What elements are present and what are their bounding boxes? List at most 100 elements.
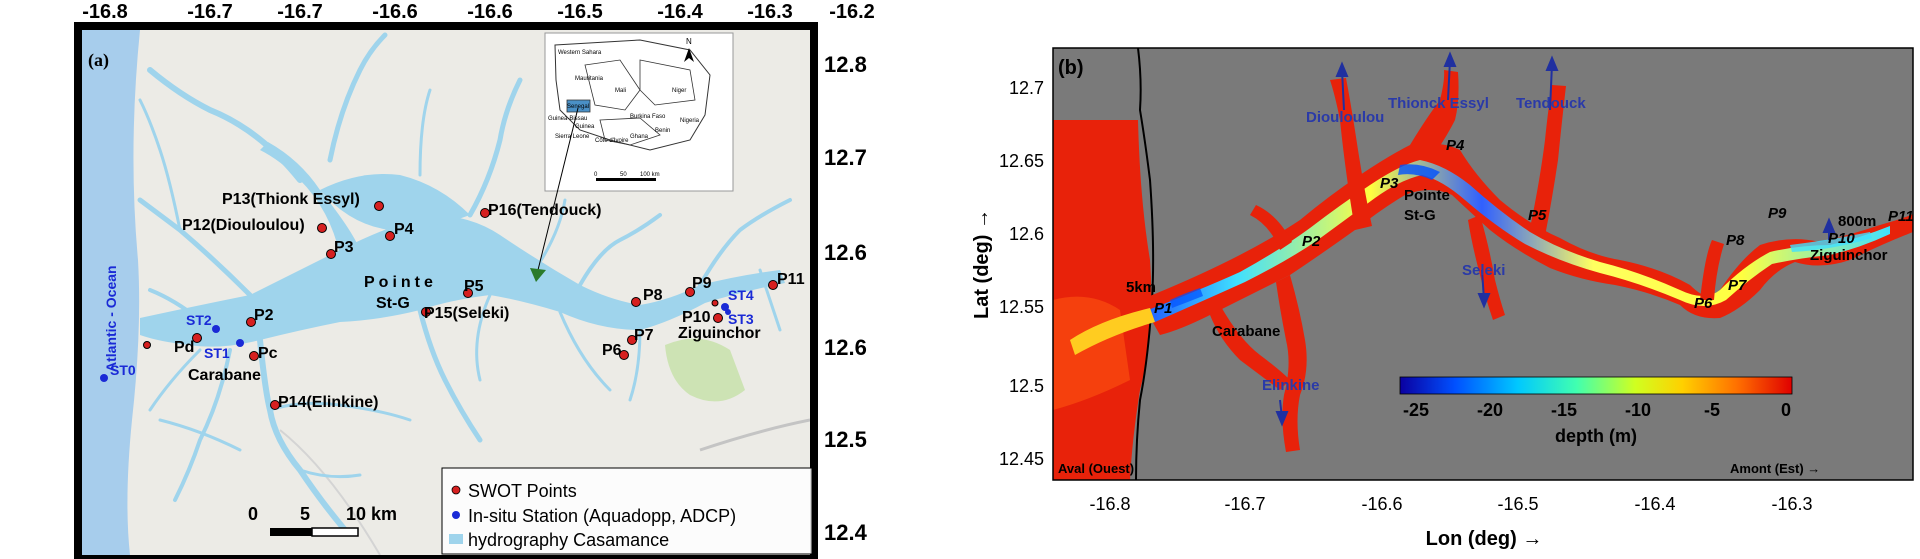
swot-point xyxy=(326,249,336,259)
left-map: -16.8 -16.7 -16.7 -16.6 -16.6 -16.5 -16.… xyxy=(74,1,875,559)
p-label: P6 xyxy=(1694,295,1713,312)
inset-country: Sierra Leone xyxy=(555,134,590,140)
north-arrow-icon xyxy=(684,48,694,62)
creek-network xyxy=(137,32,792,533)
inset-scale-bar xyxy=(596,178,656,181)
top-tick: -16.4 xyxy=(657,1,703,23)
y-tick: 12.55 xyxy=(999,297,1044,317)
colorbar-tick: -20 xyxy=(1477,400,1503,420)
aval-label: Aval (Ouest) xyxy=(1058,461,1134,476)
swot-point xyxy=(270,400,280,410)
top-tick: -16.7 xyxy=(277,1,323,23)
panel-label-a: (a) xyxy=(88,50,109,71)
station-label: ST4 xyxy=(728,287,754,303)
top-tick: -16.5 xyxy=(557,1,603,23)
top-tick: -16.6 xyxy=(372,1,418,23)
y-tick: 12.5 xyxy=(1009,376,1044,396)
station-label: ST3 xyxy=(728,311,754,327)
x-tick: -16.6 xyxy=(1361,494,1402,514)
river-core-depth xyxy=(1148,160,1890,322)
colorbar-tick: -25 xyxy=(1403,400,1429,420)
estuary-north-arm xyxy=(260,142,360,255)
amont-label: Amont (Est) → xyxy=(1730,461,1820,476)
legend-station-marker xyxy=(452,511,460,519)
station-label: ST1 xyxy=(204,345,230,361)
colorbar-tick: -15 xyxy=(1551,400,1577,420)
road xyxy=(699,418,810,452)
point-label: P9 xyxy=(692,275,712,292)
legend-item: hydrography Casamance xyxy=(468,530,669,550)
right-map-border xyxy=(1052,47,1914,481)
right-tick: 12.6 xyxy=(824,240,867,265)
tributary-label: Diouloulou xyxy=(1306,109,1384,126)
swot-point-small xyxy=(711,299,719,307)
p-label: P2 xyxy=(1302,233,1321,250)
swot-point xyxy=(246,317,256,327)
right-map: Diouloulou Thionck Essyl Tendouck Seleki… xyxy=(971,47,1914,550)
point-label: P16(Tendouck) xyxy=(488,202,602,219)
swot-point xyxy=(192,333,202,343)
point-label: P2 xyxy=(254,307,274,324)
inset-country: Guinea xyxy=(575,124,595,130)
place-label: Ziguinchor xyxy=(1810,247,1888,264)
place-label: St-G xyxy=(376,295,410,312)
right-tick: 12.7 xyxy=(824,145,867,170)
point-label: P5 xyxy=(464,278,484,295)
scale-label-0: 0 xyxy=(248,504,258,524)
panel-label-b: (b) xyxy=(1058,57,1084,79)
p-label: P9 xyxy=(1768,205,1787,222)
swot-point xyxy=(249,351,259,361)
legend-item: In-situ Station (Aquadopp, ADCP) xyxy=(468,506,736,526)
right-tick: 12.4 xyxy=(824,520,868,545)
swot-point xyxy=(768,280,778,290)
tributary-label: Seleki xyxy=(1462,262,1505,279)
y-axis-label: Lat (deg) → xyxy=(971,209,993,319)
top-tick: -16.8 xyxy=(82,1,128,23)
locator-inset: Western Sahara Mauritania Mali Niger Sen… xyxy=(544,32,734,192)
tributary-label: Tendouck xyxy=(1516,95,1586,112)
place-label: Ziguinchor xyxy=(678,325,761,342)
p-label: P1 xyxy=(1154,300,1172,317)
swot-point xyxy=(685,287,695,297)
swot-point xyxy=(619,350,629,360)
station-label: ST0 xyxy=(110,362,136,378)
p-label: P10 xyxy=(1828,230,1855,247)
colorbar-tick: -5 xyxy=(1704,400,1720,420)
scale-label-5: 5 xyxy=(300,504,310,524)
ocean-label: Atlantic - Ocean xyxy=(103,265,119,372)
tributary-branches xyxy=(1210,70,1724,452)
place-label: Carabane xyxy=(1212,323,1280,340)
estuary-upper-lobe xyxy=(320,174,470,230)
legend-hydrography-swatch xyxy=(449,534,463,544)
legend-swot-marker xyxy=(451,485,461,495)
eight-hundred-label: 800m xyxy=(1838,213,1876,230)
tributary-label: Thionck Essyl xyxy=(1388,95,1489,112)
point-label: P7 xyxy=(634,327,654,344)
point-label: P14(Elinkine) xyxy=(278,394,378,411)
top-tick: -16.3 xyxy=(747,1,793,23)
inset-pointer-line xyxy=(537,107,579,271)
right-tick: 12.6 xyxy=(824,335,867,360)
right-tick: 12.5 xyxy=(824,427,867,452)
point-label: P12(Diouloulou) xyxy=(182,217,305,234)
place-label: St-G xyxy=(1404,207,1436,224)
scale-bar: 0 5 10 km xyxy=(248,504,397,537)
inset-country: Western Sahara xyxy=(558,50,602,56)
inset-country: Burkina Faso xyxy=(630,114,666,120)
legend-item: SWOT Points xyxy=(468,481,577,501)
tributary-arrow-icon xyxy=(1549,63,1553,111)
colorbar-title: depth (m) xyxy=(1555,426,1637,446)
p-label: P7 xyxy=(1728,277,1747,294)
swot-point xyxy=(421,307,431,317)
estuary-main xyxy=(140,215,785,347)
scale-label-10: 10 km xyxy=(346,504,397,524)
inset-scale-100: 100 km xyxy=(640,172,660,178)
point-label: P13(Thionk Essyl) xyxy=(222,191,360,208)
five-km-label: 5km xyxy=(1126,279,1156,296)
inset-country: Ghana xyxy=(630,134,649,140)
land-patch xyxy=(665,338,745,402)
swot-point xyxy=(463,288,473,298)
point-label: P4 xyxy=(394,221,414,238)
swot-point xyxy=(385,231,395,241)
y-tick: 12.6 xyxy=(1009,224,1044,244)
